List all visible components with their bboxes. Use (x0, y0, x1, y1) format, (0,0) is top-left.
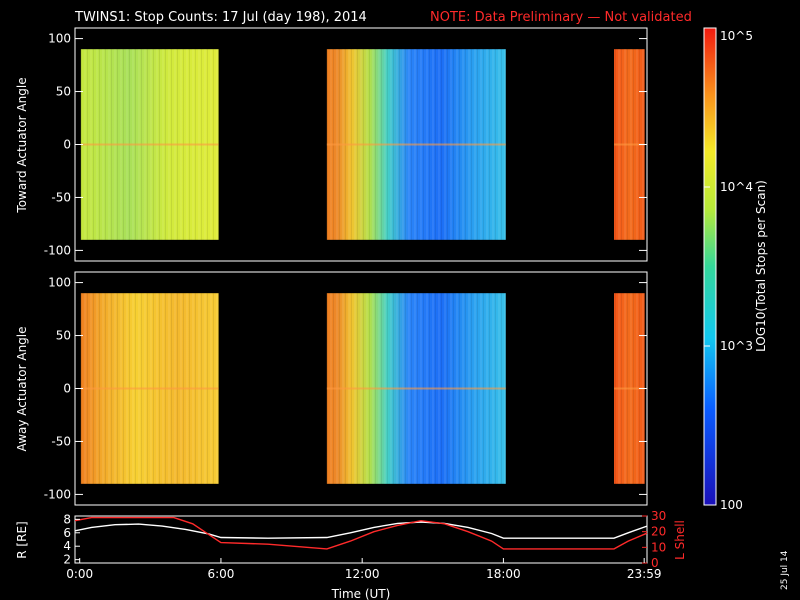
orbit-panel-frame (74, 515, 648, 564)
y-tick-label: -100 (44, 243, 71, 257)
colorbar-tick-label: 100 (720, 498, 743, 512)
toward-ylabel: Toward Actuator Angle (15, 77, 29, 213)
r-ylabel: R [RE] (15, 521, 29, 558)
y-tick-label: -50 (51, 190, 71, 204)
colorbar-tick-label: 10^4 (720, 180, 753, 194)
y-tick-label: 0 (63, 138, 71, 152)
y-tick-label: 100 (48, 32, 71, 46)
r-tick-label: 8 (63, 512, 71, 526)
y-tick-label: -100 (44, 487, 71, 501)
chart-title: TWINS1: Stop Counts: 17 Jul (day 198), 2… (74, 10, 367, 25)
x-tick-label: 12:00 (345, 567, 380, 581)
y-tick-label: 50 (56, 329, 71, 343)
y-tick-label: 100 (48, 276, 71, 290)
r-series-line (74, 521, 648, 539)
r-tick-label: 4 (63, 539, 71, 553)
data-note: NOTE: Data Preliminary — Not validated (430, 10, 692, 25)
lshell-ylabel: L Shell (673, 520, 687, 560)
lshell-tick-label: 20 (651, 525, 666, 539)
y-tick-label: 0 (63, 382, 71, 396)
lshell-tick-label: 0 (651, 556, 659, 570)
x-tick-label: 18:00 (486, 567, 521, 581)
r-tick-label: 2 (63, 553, 71, 567)
colorbar-tick-label: 10^3 (720, 339, 753, 353)
toward-angle-panel: 100 50 0 -50 -100 Toward Actuator Angle (15, 27, 648, 262)
lshell-tick-label: 30 (651, 509, 666, 523)
lshell-tick-label: 10 (651, 540, 666, 554)
date-stamp: 25 Jul 14 (780, 550, 790, 590)
lshell-series-line (74, 516, 648, 550)
time-xlabel: Time (UT) (331, 587, 391, 600)
x-tick-label: 6:00 (207, 567, 234, 581)
away-angle-panel: 100 50 0 -50 -100 Away Actuator Angle (15, 271, 648, 506)
away-ylabel: Away Actuator Angle (15, 326, 29, 451)
colorbar-tick-label: 10^5 (720, 29, 753, 43)
x-tick-label: 0:00 (66, 567, 93, 581)
x-tick-label: 23:59 (627, 567, 662, 581)
colorbar: 10^5 10^4 10^3 100 LOG10(Total Stops per Sc… (703, 27, 768, 512)
y-tick-label: -50 (51, 434, 71, 448)
colorbar-gradient (704, 28, 716, 505)
colorbar-label: LOG10(Total Stops per Scan) (754, 180, 768, 352)
y-tick-label: 50 (56, 85, 71, 99)
r-tick-label: 6 (63, 526, 71, 540)
